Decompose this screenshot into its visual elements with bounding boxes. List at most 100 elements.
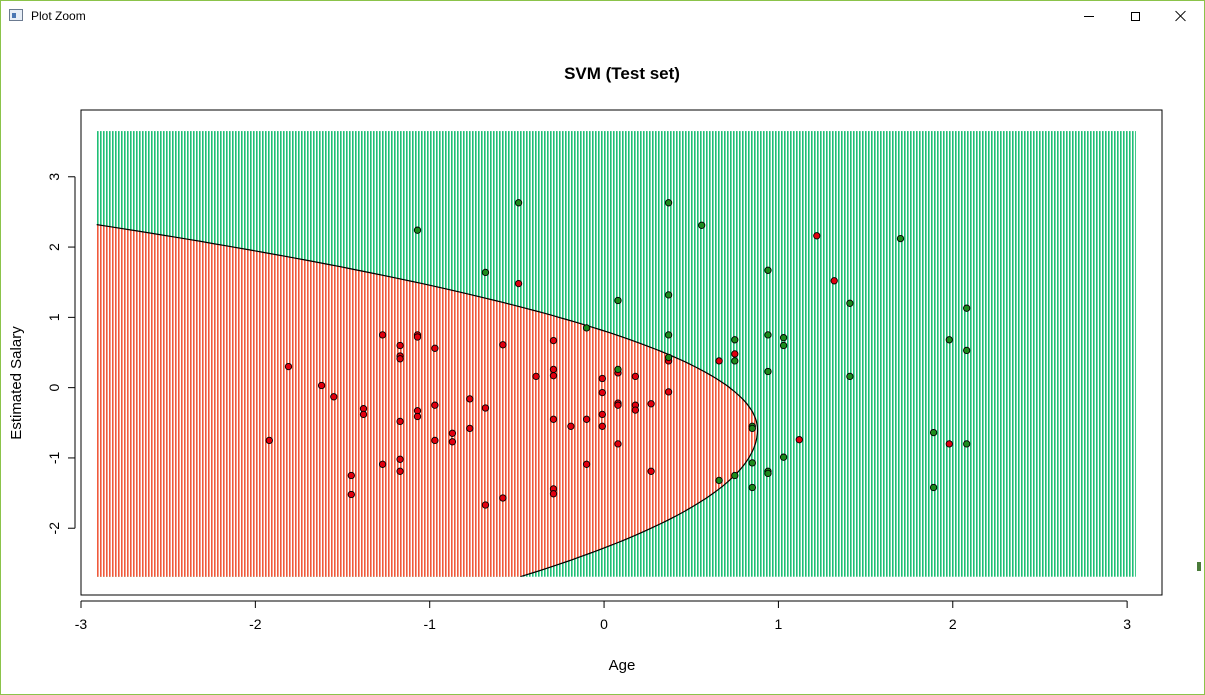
green-data-point — [963, 440, 971, 448]
green-data-point — [764, 469, 772, 478]
red-data-point — [514, 279, 523, 288]
red-data-point — [265, 436, 273, 445]
red-data-point — [481, 501, 490, 509]
x-tick-label: 1 — [775, 616, 783, 632]
red-data-point — [631, 372, 640, 381]
x-tick-label: 3 — [1123, 616, 1131, 632]
green-data-point — [698, 221, 706, 229]
green-data-point — [664, 353, 673, 362]
plot-window-icon — [9, 9, 23, 21]
red-data-point — [481, 404, 490, 412]
red-data-point — [284, 362, 293, 371]
red-data-point — [647, 467, 655, 475]
green-data-point — [614, 365, 622, 374]
red-data-point — [396, 417, 404, 426]
red-data-point — [431, 436, 439, 445]
red-data-point — [549, 372, 558, 380]
green-data-point — [664, 331, 673, 339]
data-points — [265, 199, 971, 509]
red-data-point — [582, 460, 591, 468]
green-data-point — [764, 367, 772, 376]
green-data-point — [764, 331, 772, 339]
y-axis-label: Estimated Salary — [8, 326, 25, 440]
red-data-point — [317, 381, 326, 390]
maximize-icon — [1130, 11, 1140, 21]
red-data-point — [466, 424, 474, 433]
red-data-point — [715, 357, 723, 365]
window-titlebar[interactable]: Plot Zoom — [1, 1, 1204, 31]
red-data-point — [431, 401, 439, 409]
red-data-point — [945, 440, 953, 448]
maximize-button[interactable] — [1112, 1, 1158, 31]
red-data-point — [431, 344, 439, 352]
red-data-point — [330, 393, 338, 401]
y-tick-label: -1 — [46, 451, 62, 464]
red-data-point — [347, 471, 355, 480]
red-data-point — [647, 400, 655, 408]
green-data-point — [715, 476, 723, 485]
red-data-point — [598, 374, 606, 383]
green-data-point — [614, 296, 622, 305]
red-data-point — [731, 350, 739, 358]
y-tick-label: 3 — [46, 173, 62, 181]
green-data-point — [929, 483, 938, 492]
red-data-point — [631, 406, 640, 414]
red-data-point — [396, 467, 404, 475]
red-data-point — [549, 365, 558, 374]
red-data-point — [413, 333, 422, 341]
x-axis-label: Age — [609, 657, 636, 674]
red-data-point — [582, 415, 591, 423]
close-button[interactable] — [1158, 1, 1204, 31]
red-data-point — [413, 412, 422, 421]
green-data-point — [945, 336, 953, 344]
red-data-point — [448, 429, 457, 437]
x-axis: -3 -2 -1 0 1 2 3 — [75, 600, 1131, 632]
green-data-point — [514, 199, 523, 207]
green-data-point — [779, 341, 788, 350]
green-data-point — [779, 334, 788, 342]
red-data-point — [614, 440, 622, 448]
red-data-point — [378, 460, 387, 468]
red-data-point — [549, 415, 558, 423]
minimize-button[interactable] — [1066, 1, 1112, 31]
green-data-point — [731, 357, 739, 365]
green-data-point — [896, 234, 905, 243]
green-data-point — [748, 459, 756, 467]
red-data-point — [396, 341, 404, 350]
decision-boundary — [96, 223, 759, 577]
red-data-point — [396, 355, 404, 363]
green-data-point — [846, 372, 854, 381]
green-data-point — [664, 291, 673, 299]
red-data-point — [614, 401, 622, 409]
minimize-icon — [1084, 15, 1094, 17]
green-data-point — [731, 471, 739, 480]
green-data-point — [582, 324, 591, 332]
x-tick-label: 0 — [600, 616, 608, 632]
red-data-point — [664, 388, 673, 396]
green-data-point — [664, 199, 673, 207]
red-data-point — [549, 490, 558, 498]
red-data-point — [567, 422, 575, 430]
green-data-point — [413, 226, 422, 234]
red-data-point — [499, 341, 507, 349]
y-tick-label: 2 — [46, 243, 62, 251]
red-data-point — [598, 388, 606, 397]
x-tick-label: -3 — [75, 616, 88, 632]
red-data-point — [532, 372, 540, 381]
red-data-point — [359, 410, 368, 419]
red-data-point — [378, 331, 387, 339]
red-data-point — [347, 490, 355, 499]
window-title: Plot Zoom — [31, 9, 86, 23]
green-data-point — [963, 304, 971, 312]
y-tick-label: -2 — [46, 522, 62, 535]
red-data-point — [466, 395, 474, 403]
red-data-point — [396, 455, 404, 463]
green-data-point — [748, 424, 756, 433]
svm-plot: -3 -2 -1 0 1 2 3 -2 -1 0 1 2 3 SVM (Test set) Age E… — [8, 64, 1163, 674]
decision-regions — [96, 131, 1136, 577]
x-tick-label: -2 — [249, 616, 262, 632]
red-class-region — [96, 224, 758, 577]
green-data-point — [764, 266, 772, 274]
y-tick-label: 1 — [46, 313, 62, 321]
